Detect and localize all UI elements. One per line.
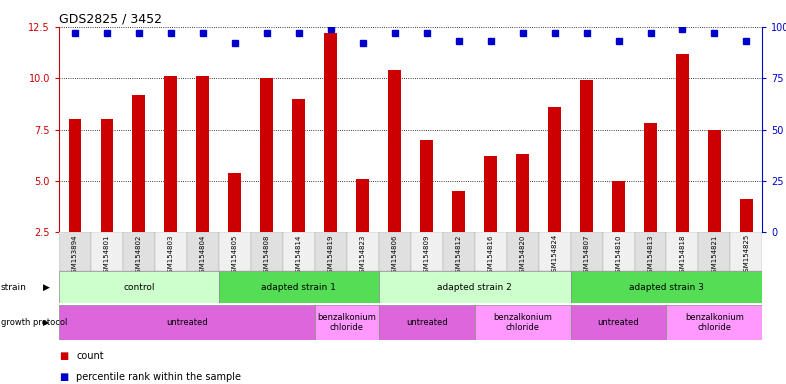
Text: GSM154821: GSM154821 bbox=[711, 234, 718, 276]
Text: growth protocol: growth protocol bbox=[1, 318, 67, 327]
Bar bbox=[644, 123, 657, 232]
Bar bbox=[292, 99, 305, 232]
Text: GSM154816: GSM154816 bbox=[487, 234, 494, 277]
Bar bbox=[740, 199, 753, 232]
Text: ■: ■ bbox=[59, 372, 68, 382]
Bar bbox=[571, 232, 603, 271]
Bar bbox=[516, 154, 529, 232]
Bar bbox=[379, 271, 571, 303]
Bar bbox=[59, 271, 219, 303]
Bar bbox=[325, 33, 337, 232]
Bar bbox=[260, 78, 274, 232]
Bar bbox=[164, 76, 178, 232]
Bar bbox=[699, 232, 730, 271]
Bar bbox=[410, 232, 443, 271]
Text: GSM154818: GSM154818 bbox=[679, 234, 685, 277]
Text: GSM154813: GSM154813 bbox=[648, 234, 653, 277]
Bar bbox=[347, 232, 379, 271]
Text: benzalkonium
chloride: benzalkonium chloride bbox=[493, 313, 552, 332]
Bar bbox=[475, 305, 571, 340]
Bar bbox=[229, 173, 241, 232]
Bar bbox=[634, 232, 667, 271]
Text: adapted strain 1: adapted strain 1 bbox=[261, 283, 336, 291]
Bar bbox=[667, 232, 699, 271]
Bar bbox=[379, 305, 475, 340]
Bar bbox=[443, 232, 475, 271]
Text: GSM153894: GSM153894 bbox=[72, 234, 78, 277]
Text: GSM154814: GSM154814 bbox=[296, 234, 302, 276]
Bar bbox=[155, 232, 187, 271]
Text: adapted strain 3: adapted strain 3 bbox=[629, 283, 704, 291]
Bar bbox=[571, 305, 667, 340]
Text: untreated: untreated bbox=[406, 318, 447, 327]
Text: count: count bbox=[76, 351, 104, 361]
Text: GSM154824: GSM154824 bbox=[552, 234, 557, 276]
Text: GSM154808: GSM154808 bbox=[264, 234, 270, 277]
Bar bbox=[612, 181, 625, 232]
Text: GSM154803: GSM154803 bbox=[168, 234, 174, 277]
Bar bbox=[676, 54, 689, 232]
Text: GSM154812: GSM154812 bbox=[456, 234, 461, 276]
Text: percentile rank within the sample: percentile rank within the sample bbox=[76, 372, 241, 382]
Bar bbox=[133, 95, 145, 232]
Bar bbox=[59, 232, 91, 271]
Text: GSM154819: GSM154819 bbox=[328, 234, 334, 277]
Bar bbox=[484, 156, 497, 232]
Text: GSM154807: GSM154807 bbox=[583, 234, 590, 277]
Text: GSM154801: GSM154801 bbox=[104, 234, 110, 277]
Text: untreated: untreated bbox=[166, 318, 208, 327]
Text: GDS2825 / 3452: GDS2825 / 3452 bbox=[59, 13, 162, 26]
Text: GSM154820: GSM154820 bbox=[520, 234, 526, 276]
Bar bbox=[251, 232, 283, 271]
Text: control: control bbox=[123, 283, 155, 291]
Bar bbox=[730, 232, 762, 271]
Bar bbox=[356, 179, 369, 232]
Bar bbox=[580, 80, 593, 232]
Text: GSM154806: GSM154806 bbox=[391, 234, 398, 277]
Bar bbox=[101, 119, 113, 232]
Text: untreated: untreated bbox=[597, 318, 639, 327]
Text: benzalkonium
chloride: benzalkonium chloride bbox=[318, 313, 376, 332]
Bar bbox=[68, 119, 81, 232]
Bar bbox=[314, 305, 379, 340]
Text: strain: strain bbox=[1, 283, 27, 291]
Bar bbox=[538, 232, 571, 271]
Bar bbox=[379, 232, 411, 271]
Bar bbox=[603, 232, 634, 271]
Text: benzalkonium
chloride: benzalkonium chloride bbox=[685, 313, 744, 332]
Bar bbox=[59, 305, 314, 340]
Text: ■: ■ bbox=[59, 351, 68, 361]
Text: GSM154802: GSM154802 bbox=[136, 234, 142, 276]
Bar bbox=[708, 130, 721, 232]
Bar bbox=[475, 232, 507, 271]
Text: GSM154809: GSM154809 bbox=[424, 234, 430, 277]
Bar bbox=[507, 232, 538, 271]
Bar bbox=[571, 271, 762, 303]
Bar bbox=[452, 191, 465, 232]
Text: GSM154804: GSM154804 bbox=[200, 234, 206, 276]
Bar bbox=[314, 232, 347, 271]
Text: ▶: ▶ bbox=[43, 283, 50, 291]
Bar bbox=[421, 140, 433, 232]
Text: ▶: ▶ bbox=[43, 318, 50, 327]
Bar bbox=[187, 232, 219, 271]
Text: GSM154823: GSM154823 bbox=[360, 234, 365, 276]
Bar bbox=[219, 232, 251, 271]
Bar bbox=[667, 305, 762, 340]
Bar bbox=[219, 271, 379, 303]
Bar bbox=[91, 232, 123, 271]
Text: GSM154810: GSM154810 bbox=[615, 234, 622, 277]
Bar bbox=[548, 107, 561, 232]
Text: GSM154805: GSM154805 bbox=[232, 234, 238, 276]
Bar bbox=[388, 70, 401, 232]
Bar bbox=[283, 232, 314, 271]
Bar bbox=[123, 232, 155, 271]
Text: GSM154825: GSM154825 bbox=[744, 234, 749, 276]
Text: adapted strain 2: adapted strain 2 bbox=[437, 283, 512, 291]
Bar bbox=[196, 76, 209, 232]
